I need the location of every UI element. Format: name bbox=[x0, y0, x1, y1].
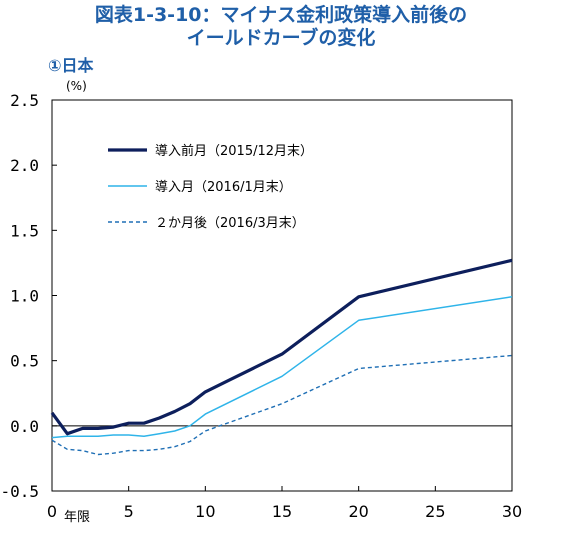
y-tick-label: 1.5 bbox=[10, 221, 39, 240]
legend-label-3: ２か月後（2016/3月末） bbox=[155, 216, 305, 231]
y-axis-unit-label: (%) bbox=[66, 79, 87, 93]
x-axis-label: 年限 bbox=[64, 510, 90, 525]
y-tick-label: -0.5 bbox=[0, 482, 39, 501]
x-tick-label: 30 bbox=[502, 502, 522, 521]
x-tick-label: 5 bbox=[124, 502, 134, 521]
y-tick-label: 1.0 bbox=[10, 287, 39, 306]
chart-title-line1: 図表1-3-10：マイナス金利政策導入前後の bbox=[94, 4, 468, 26]
x-tick-label: 15 bbox=[272, 502, 292, 521]
legend-label-2: 導入月（2016/1月末） bbox=[155, 180, 292, 195]
chart-title-line2: イールドカーブの変化 bbox=[186, 27, 376, 49]
y-tick-label: 2.5 bbox=[10, 91, 39, 110]
y-tick-label: 2.0 bbox=[10, 156, 39, 175]
x-tick-label: 25 bbox=[425, 502, 445, 521]
y-tick-label: 0.0 bbox=[10, 417, 39, 436]
x-tick-label: 20 bbox=[348, 502, 368, 521]
legend-label-1: 導入前月（2015/12月末） bbox=[155, 143, 313, 159]
x-tick-label: 10 bbox=[195, 502, 215, 521]
x-tick-label: 0 bbox=[47, 502, 57, 521]
y-tick-label: 0.5 bbox=[10, 352, 39, 371]
series-line-3 bbox=[51, 354, 513, 456]
series-line-2 bbox=[51, 296, 513, 439]
chart-subtitle: ①日本 bbox=[48, 56, 94, 75]
series-line-1 bbox=[50, 258, 513, 436]
